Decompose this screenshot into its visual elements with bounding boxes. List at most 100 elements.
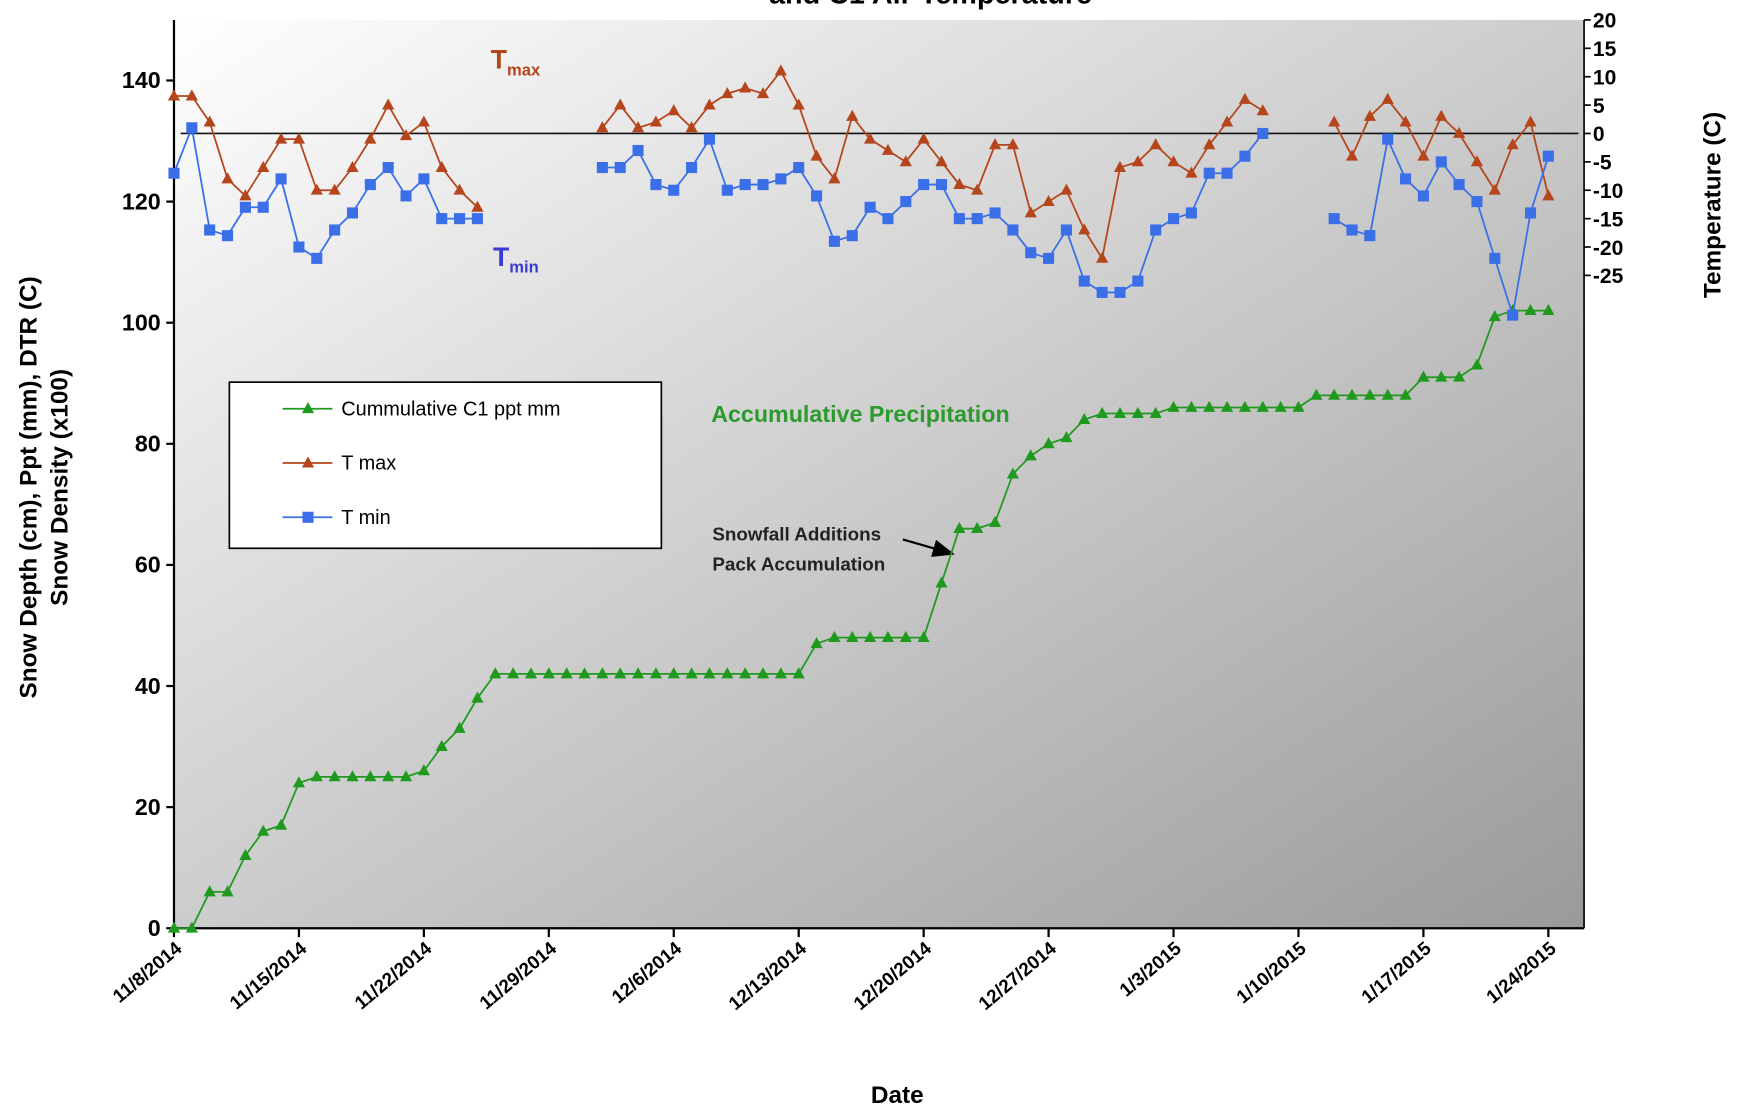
annotation-text: Accumulative Precipitation — [711, 401, 1009, 427]
annotation: Accumulative Precipitation — [711, 401, 1009, 427]
annotation-arrow — [902, 538, 955, 557]
point — [1453, 370, 1466, 382]
point — [1185, 166, 1198, 178]
legend-marker — [301, 456, 315, 468]
y2-tick-label: 0 — [1593, 123, 1605, 146]
y2-tick-label: 20 — [1593, 10, 1616, 33]
point — [935, 179, 948, 191]
point — [560, 667, 573, 679]
point — [988, 138, 1002, 150]
point — [686, 161, 698, 174]
x-tick-label: 12/27/2014 — [974, 937, 1060, 1014]
point — [454, 213, 466, 225]
x-tick-label: 11/8/2014 — [109, 937, 186, 1007]
y2-tick-label: 10 — [1593, 66, 1616, 89]
point — [1078, 223, 1091, 235]
y2-tick-label: 5 — [1593, 95, 1605, 118]
point — [846, 109, 859, 121]
point — [828, 630, 841, 643]
point — [989, 207, 1001, 219]
point — [507, 667, 520, 679]
point — [435, 160, 448, 172]
point — [935, 155, 948, 167]
point — [631, 121, 645, 133]
point — [846, 230, 858, 242]
point — [1220, 115, 1234, 127]
point — [239, 848, 252, 861]
point — [614, 98, 627, 110]
point — [257, 160, 270, 172]
point — [203, 885, 216, 897]
point — [435, 739, 448, 752]
point — [1043, 252, 1055, 264]
point — [239, 189, 252, 201]
point — [1149, 406, 1162, 418]
point — [167, 89, 181, 101]
point — [882, 213, 894, 225]
point — [899, 155, 912, 167]
point — [311, 252, 323, 264]
point — [1167, 400, 1180, 412]
point — [793, 161, 805, 174]
point — [1470, 358, 1484, 370]
y-tick-label: 60 — [135, 552, 161, 578]
point — [1542, 150, 1554, 162]
point — [596, 667, 609, 679]
point — [1417, 190, 1429, 202]
point — [828, 172, 841, 184]
point — [1328, 213, 1340, 225]
point — [185, 89, 198, 101]
point — [1203, 138, 1216, 150]
point — [1489, 252, 1501, 264]
point — [1471, 196, 1483, 208]
point — [1328, 388, 1341, 400]
point — [1006, 138, 1019, 150]
point — [310, 770, 323, 782]
point — [167, 921, 181, 933]
y-tick-label: 40 — [135, 673, 161, 699]
point — [489, 667, 502, 679]
point — [1132, 275, 1144, 287]
point — [1150, 224, 1162, 236]
point — [1274, 400, 1287, 412]
y-tick-label: 140 — [122, 67, 161, 93]
y2-tick-label: -15 — [1593, 208, 1624, 231]
point — [685, 667, 698, 679]
point — [900, 196, 912, 208]
point — [1488, 310, 1501, 322]
point — [810, 149, 823, 161]
annotation-text: Snowfall Additions — [712, 524, 881, 545]
point — [1220, 400, 1234, 412]
point — [1435, 156, 1447, 168]
point — [881, 630, 895, 643]
point — [650, 179, 662, 191]
point — [1096, 286, 1108, 298]
point — [917, 132, 930, 144]
point — [221, 172, 234, 184]
point — [328, 183, 341, 195]
point — [792, 98, 805, 110]
point — [1470, 155, 1484, 167]
point — [667, 104, 680, 116]
point — [382, 98, 395, 110]
point — [756, 87, 770, 99]
point — [1256, 104, 1269, 116]
point — [1345, 149, 1359, 161]
x-tick-label: 1/10/2015 — [1232, 937, 1310, 1007]
point — [596, 121, 609, 133]
point — [1007, 224, 1019, 236]
point — [453, 721, 466, 733]
point — [542, 667, 555, 679]
point — [399, 129, 413, 141]
y-axis-label: Snow Density (x100) — [47, 369, 74, 606]
y2-tick-label: -25 — [1593, 265, 1624, 288]
point — [1488, 183, 1501, 195]
y-tick-label: 20 — [135, 794, 161, 820]
point — [864, 630, 877, 643]
point — [971, 521, 984, 534]
point — [1060, 183, 1073, 195]
point — [739, 81, 752, 93]
point — [792, 667, 805, 679]
point — [1238, 400, 1252, 412]
legend-label: T min — [341, 507, 390, 529]
